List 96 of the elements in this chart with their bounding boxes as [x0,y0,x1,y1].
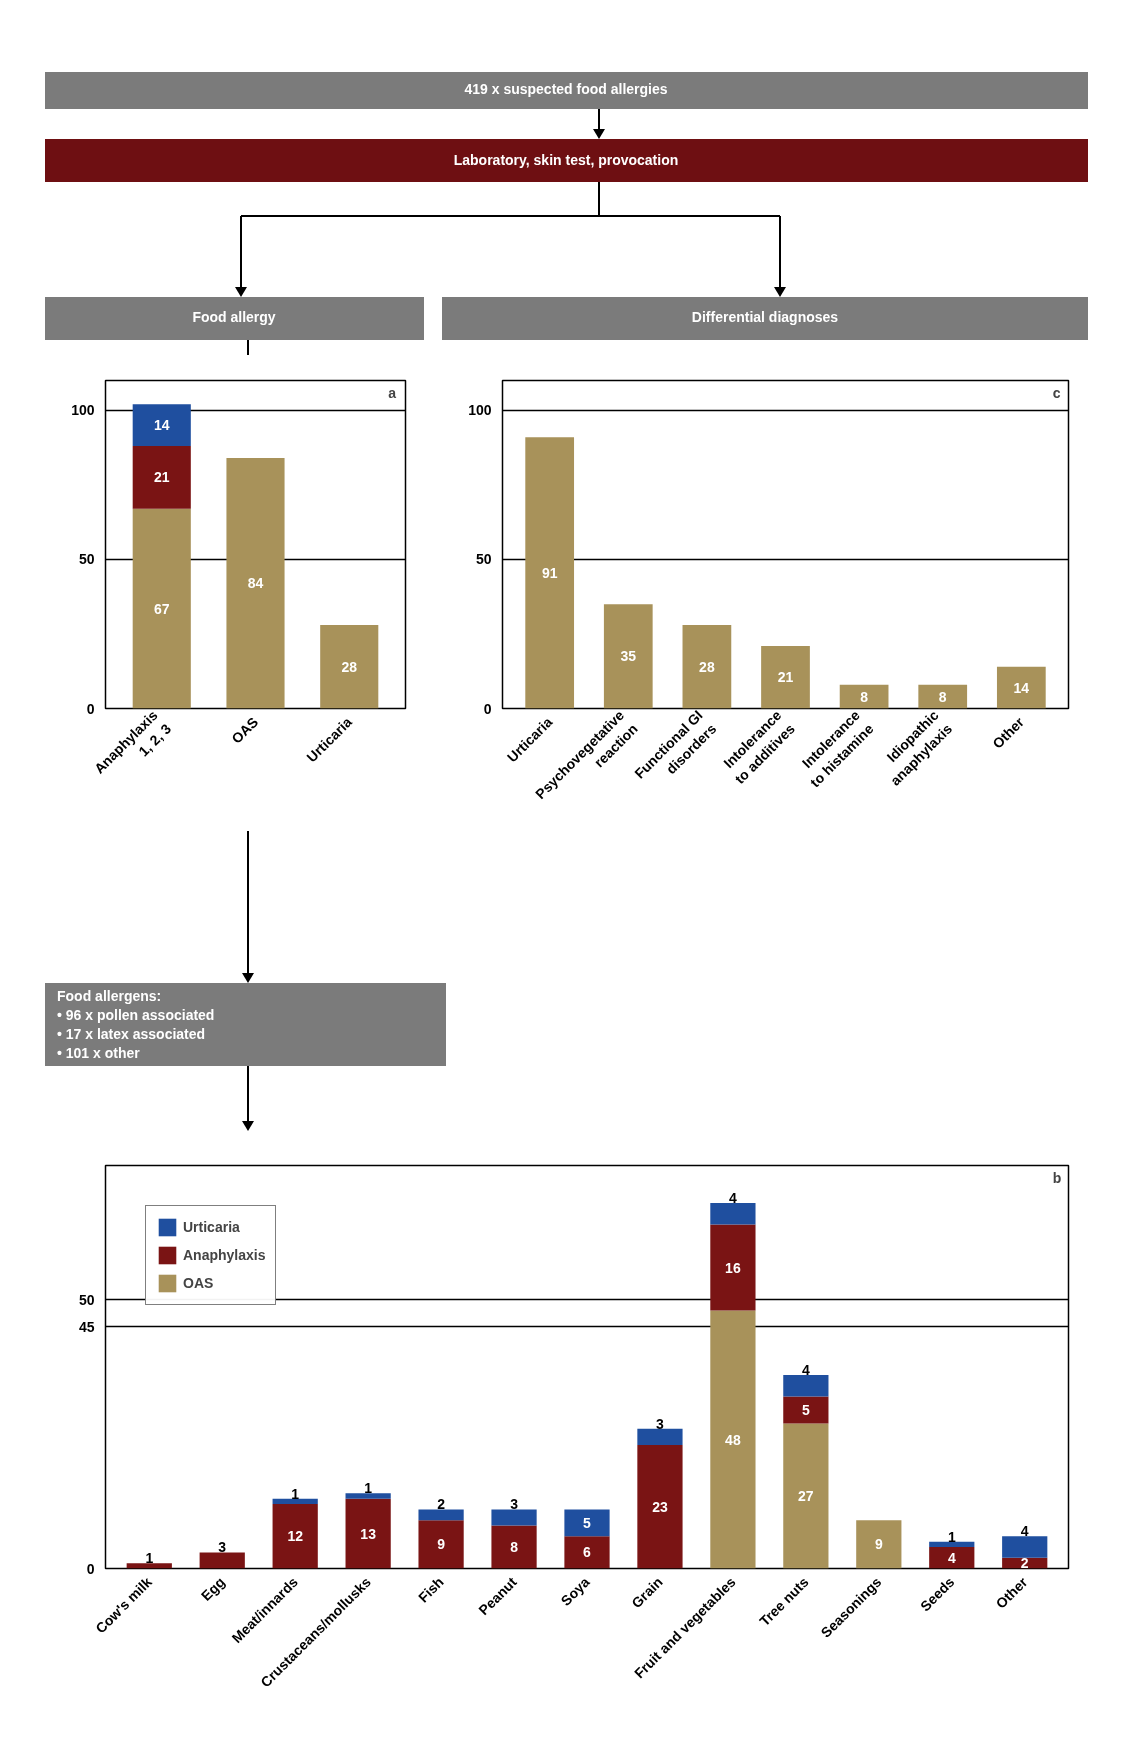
y-tick-label: 100 [468,402,492,419]
x-tick-label: Egg [197,1573,228,1604]
bar [783,1423,829,1569]
data-label: 6 [583,1544,592,1561]
text: Food allergy [192,308,276,325]
bar [126,1563,172,1569]
bar [564,1509,610,1537]
annotation: a [388,384,397,401]
text: Food allergens: [57,987,162,1004]
bar [710,1224,756,1311]
bar [918,684,968,709]
bar [637,1428,683,1445]
y-tick-label: 50 [78,1291,95,1308]
y-tick-label: 50 [78,551,95,568]
bar [996,666,1046,709]
bar [783,1375,829,1397]
y-tick-label: 0 [86,1560,95,1577]
bar [345,1498,391,1569]
data-label: 13 [360,1525,377,1542]
data-label: 27 [798,1487,814,1504]
bar [132,508,191,709]
text: • 17 x latex associated [57,1025,206,1042]
data-label: 8 [860,688,869,705]
data-label: 1 [291,1485,300,1502]
data-label: 28 [341,658,358,675]
bar [226,458,285,709]
text: Differential diagnoses [691,308,839,325]
bar [491,1525,537,1569]
data-label: 4 [801,1362,810,1379]
data-label: 5 [801,1401,810,1418]
bar [929,1547,975,1569]
bar [856,1520,902,1569]
bar [603,604,653,709]
bar [345,1493,391,1499]
data-label: 1 [145,1550,154,1567]
y-tick-label: 100 [71,402,95,419]
legend-label: Anaphylaxis [183,1247,266,1263]
data-label: 23 [652,1498,668,1515]
text: Laboratory, skin test, provocation [453,151,679,168]
y-tick-label: 50 [475,551,492,568]
bar [1002,1536,1048,1558]
text: • 96 x pollen associated [57,1006,215,1023]
data-label: 8 [510,1539,519,1556]
data-label: 28 [699,658,715,675]
bar [710,1203,756,1225]
bar [199,1552,245,1569]
data-label: 67 [153,600,170,617]
bar [929,1541,975,1548]
data-label: 3 [218,1539,227,1556]
bar [525,437,575,709]
bar [564,1536,610,1569]
data-label: 48 [725,1431,741,1448]
annotation: c [1052,384,1061,401]
data-label: 9 [437,1536,446,1553]
bar [418,1520,464,1569]
data-label: 91 [541,564,558,581]
y-tick-label: 45 [78,1318,95,1335]
data-label: 2 [437,1496,446,1513]
bar [761,645,810,709]
data-label: 3 [510,1496,519,1513]
bar [491,1509,537,1526]
bar [132,446,191,509]
bar [272,1504,318,1569]
data-label: 4 [947,1549,956,1566]
annotation: b [1052,1169,1062,1186]
data-label: 21 [777,669,794,686]
data-label: 35 [620,648,637,665]
bar [320,625,379,709]
data-label: 4 [729,1190,738,1207]
data-label: 16 [725,1259,741,1276]
legend-label: OAS [183,1275,214,1291]
y-tick-label: 0 [86,700,95,717]
data-label: 3 [656,1415,665,1432]
bar [783,1396,829,1424]
text: 419 x suspected food allergies [464,80,668,97]
data-label: 1 [947,1528,956,1545]
data-label: 5 [583,1514,592,1531]
bar [710,1310,756,1569]
bar [132,404,191,447]
data-label: 84 [247,575,264,592]
data-label: 14 [1013,679,1030,696]
bar [637,1444,683,1569]
data-label: 4 [1020,1523,1029,1540]
data-label: 21 [153,469,170,486]
data-label: 12 [287,1528,304,1545]
y-tick-label: 0 [483,700,492,717]
data-label: 9 [874,1536,883,1553]
data-label: 8 [938,688,947,705]
bar [272,1498,318,1505]
data-label: 14 [153,417,170,434]
text: • 101 x other [57,1044,141,1061]
legend-label: Urticaria [183,1219,240,1235]
data-label: 2 [1020,1555,1029,1572]
bar [418,1509,464,1521]
data-label: 1 [364,1480,373,1497]
bar [682,625,732,709]
